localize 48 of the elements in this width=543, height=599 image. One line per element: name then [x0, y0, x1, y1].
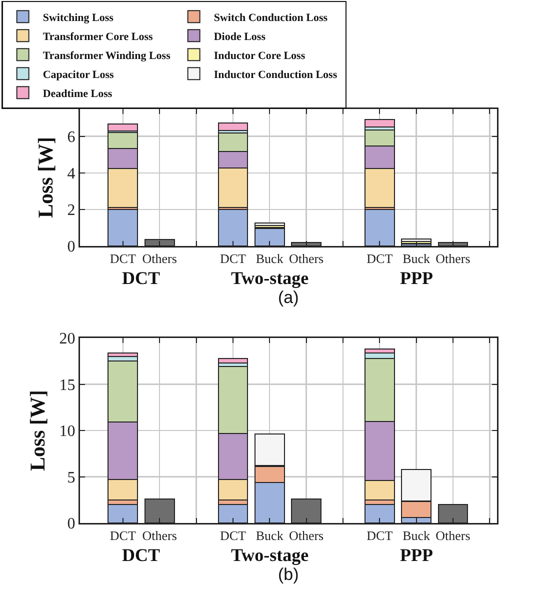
- bar: [218, 358, 248, 364]
- x-tick-label: Buck: [402, 528, 431, 544]
- y-tick-label: 0: [67, 516, 76, 533]
- text: Two-stage: [231, 268, 309, 288]
- legend-label: Switch Conduction Loss: [214, 12, 328, 24]
- text: (b): [278, 565, 299, 584]
- x-tick-label: DCT: [366, 528, 393, 544]
- text: DCT: [122, 268, 160, 288]
- bar: [254, 222, 285, 226]
- y-tick-label: 6: [67, 128, 76, 146]
- y-tick-label: 5: [67, 469, 76, 486]
- x-tick-label: Others: [142, 528, 177, 544]
- legend-label: Deadtime Loss: [42, 88, 113, 100]
- x-tick-label: Buck: [402, 251, 431, 266]
- y-tick-label: 10: [59, 423, 76, 440]
- legend-label: Transformer Winding Loss: [42, 50, 172, 62]
- legend-label: Capacitor Loss: [42, 68, 115, 81]
- text: PPP: [400, 545, 433, 565]
- text: PPP: [400, 268, 433, 288]
- x-tick-label: Others: [436, 251, 470, 266]
- bar: [364, 118, 395, 128]
- text: Two-stage: [231, 545, 309, 565]
- x-tick-label: DCT: [220, 251, 246, 266]
- y-tick-label: 0: [67, 238, 76, 256]
- x-tick-label: Others: [436, 528, 470, 544]
- legend-label: Transformer Core Loss: [42, 30, 154, 43]
- text: DCT: [122, 545, 160, 565]
- legend-label: Inductor Conduction Loss: [214, 68, 338, 81]
- y-tick-label: 20: [59, 330, 76, 348]
- x-tick-label: DCT: [366, 251, 393, 266]
- y-tick-label: 4: [67, 166, 76, 182]
- x-tick-label: Others: [288, 528, 324, 544]
- x-tick-label: Others: [142, 251, 177, 266]
- y-tick-label: 15: [59, 376, 76, 394]
- x-tick-label: Buck: [256, 251, 284, 266]
- legend-label: Inductor Core Loss: [214, 50, 306, 62]
- legend-label: Diode Loss: [214, 30, 266, 43]
- x-tick-label: Buck: [256, 528, 284, 544]
- x-tick-label: Others: [288, 251, 324, 266]
- x-tick-label: DCT: [110, 251, 136, 266]
- y-tick-label: 2: [67, 202, 76, 220]
- x-tick-label: DCT: [220, 528, 246, 544]
- x-tick-label: DCT: [110, 528, 136, 544]
- y-axis-title: Loss [W]: [26, 390, 50, 472]
- y-axis-title: Loss [W]: [34, 136, 58, 218]
- bar: [218, 122, 248, 132]
- legend-label: Switching Loss: [42, 12, 114, 24]
- text: (a): [278, 288, 299, 307]
